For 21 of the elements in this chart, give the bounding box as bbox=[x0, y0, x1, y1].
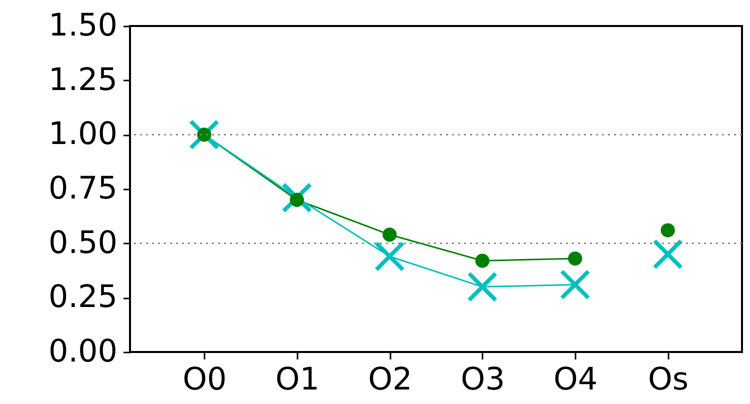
y-tick-label: 1.00 bbox=[48, 116, 118, 152]
y-tick-label: 1.25 bbox=[48, 62, 118, 98]
y-tick-label: 0.25 bbox=[48, 279, 118, 316]
x-tick-label: Os bbox=[648, 362, 689, 398]
point bbox=[282, 182, 312, 213]
point bbox=[560, 269, 590, 300]
point bbox=[467, 272, 498, 302]
point bbox=[475, 254, 490, 268]
y-tick-label: 0.00 bbox=[48, 334, 118, 370]
x-tick-label: O0 bbox=[182, 362, 227, 398]
point bbox=[568, 251, 582, 266]
point bbox=[374, 241, 405, 272]
x-tick-label: O1 bbox=[275, 362, 320, 398]
point bbox=[382, 228, 397, 242]
y-tick-label: 1.50 bbox=[48, 8, 118, 44]
x-tick-label: O2 bbox=[368, 362, 412, 398]
x-tick-label: O3 bbox=[460, 362, 505, 398]
y-tick-label: 0.50 bbox=[48, 224, 118, 261]
point bbox=[290, 192, 304, 207]
y-tick-label: 0.75 bbox=[48, 170, 118, 206]
x-tick-label: O4 bbox=[554, 362, 598, 398]
